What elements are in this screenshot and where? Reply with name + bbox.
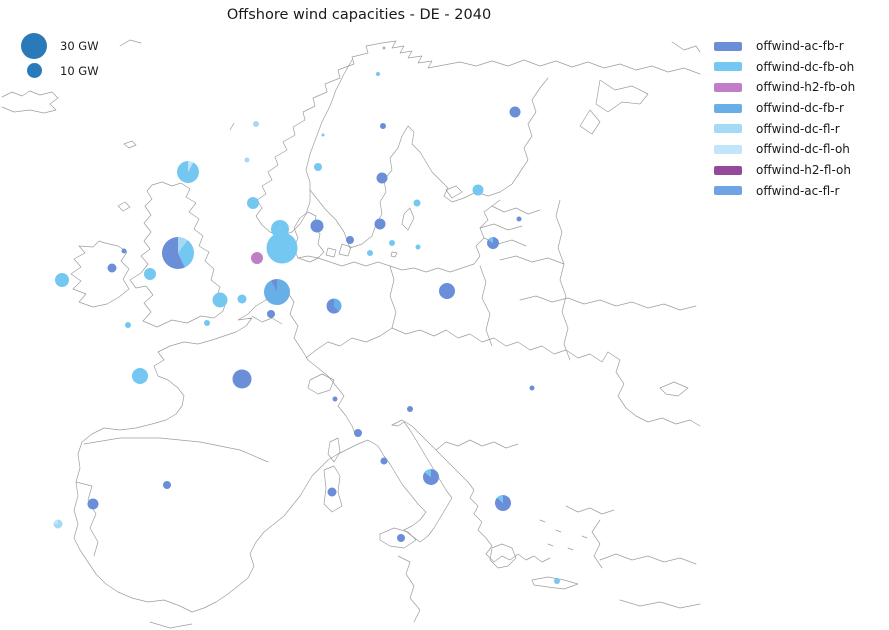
capacity-bubble (529, 385, 535, 391)
capacity-bubble (237, 294, 247, 304)
legend-label-offwind-dc-fl-oh: offwind-dc-fl-oh (756, 142, 850, 157)
capacity-bubble (264, 278, 291, 305)
legend-label-offwind-h2-fl-oh: offwind-h2-fl-oh (756, 163, 851, 178)
capacity-bubble (380, 123, 386, 129)
legend-swatch-offwind-ac-fl-r (714, 186, 742, 196)
size-legend-item-10gw: 10 GW (20, 63, 99, 78)
size-label-30gw: 30 GW (60, 39, 99, 53)
capacity-bubble (327, 487, 337, 497)
capacity-bubble (144, 268, 156, 280)
capacity-bubble (487, 237, 500, 249)
legend-label-offwind-dc-fl-r: offwind-dc-fl-r (756, 121, 840, 136)
capacity-bubble (516, 216, 522, 222)
legend-swatch-offwind-h2-fl-oh (714, 165, 742, 175)
capacity-bubble (267, 310, 275, 318)
capacity-bubble (374, 218, 386, 230)
capacity-bubble (326, 298, 342, 314)
capacity-bubble (494, 495, 511, 511)
capacity-bubble (321, 133, 325, 137)
size-label-10gw: 10 GW (60, 63, 99, 78)
legend-swatch-offwind-dc-fb-r (714, 103, 742, 113)
capacity-bubble (162, 237, 195, 269)
size-circle-10gw-wrap (20, 63, 48, 78)
legend-swatch-offwind-ac-fb-r (714, 41, 742, 51)
capacity-bubble (472, 184, 484, 196)
capacity-bubble (415, 244, 421, 250)
capacity-bubble (247, 197, 259, 209)
capacity-bubble (163, 481, 171, 489)
legend-swatch-offwind-dc-fl-oh (714, 144, 742, 154)
capacity-bubble (121, 248, 127, 254)
capacity-bubble (204, 320, 210, 326)
size-circle-30gw-wrap (20, 33, 48, 59)
legend-item-offwind-h2-fl-oh: offwind-h2-fl-oh (714, 163, 855, 178)
legend-item-offwind-dc-fl-r: offwind-dc-fl-r (714, 121, 855, 136)
legend-label-offwind-h2-fb-oh: offwind-h2-fb-oh (756, 80, 856, 95)
capacity-bubble (53, 519, 63, 529)
capacity-bubble (346, 236, 354, 244)
capacity-bubble (382, 46, 386, 50)
size-circle-10gw (26, 63, 42, 78)
capacity-bubble (310, 219, 324, 233)
size-legend-item-30gw: 30 GW (20, 33, 99, 59)
legend-item-offwind-dc-fb-r: offwind-dc-fb-r (714, 101, 855, 116)
legend-label-offwind-dc-fb-r: offwind-dc-fb-r (756, 101, 844, 116)
legend-item-offwind-ac-fl-r: offwind-ac-fl-r (714, 183, 855, 198)
legend-label-offwind-ac-fb-r: offwind-ac-fb-r (756, 39, 844, 53)
capacity-bubble (332, 396, 338, 402)
capacity-bubble (232, 369, 252, 389)
capacity-bubble (212, 292, 228, 308)
legend-swatch-offwind-dc-fl-r (714, 124, 742, 134)
capacity-bubble (439, 283, 455, 299)
capacity-bubble (367, 250, 373, 256)
capacity-bubble (251, 252, 263, 264)
capacity-bubble (423, 469, 439, 485)
capacity-bubble (55, 273, 69, 287)
capacity-bubble (376, 172, 388, 184)
capacity-bubble (132, 368, 148, 384)
legend-label-offwind-dc-fb-oh: offwind-dc-fb-oh (756, 59, 855, 74)
legend-swatch-offwind-h2-fb-oh (714, 82, 742, 92)
legend-item-offwind-ac-fb-r: offwind-ac-fb-r (714, 39, 855, 53)
country-borders (75, 199, 697, 557)
capacity-bubble (389, 240, 395, 246)
capacity-bubble (509, 106, 521, 118)
capacity-bubble (244, 157, 250, 163)
capacity-bubble (397, 534, 405, 542)
capacity-bubble (271, 220, 289, 238)
capacity-bubbles-layer (53, 46, 560, 584)
category-legend: offwind-ac-fb-r offwind-dc-fb-oh offwind… (714, 39, 856, 206)
capacity-bubble (87, 498, 99, 510)
chart-title: Offshore wind capacities - DE - 2040 (226, 7, 492, 23)
capacity-bubble (176, 161, 199, 183)
legend-label-offwind-ac-fl-r: offwind-ac-fl-r (756, 183, 840, 198)
size-circle-30gw (21, 33, 47, 59)
coastlines (1, 39, 701, 629)
capacity-bubble (380, 457, 388, 465)
capacity-bubble (253, 121, 259, 127)
legend-item-offwind-dc-fb-oh: offwind-dc-fb-oh (714, 59, 855, 74)
capacity-bubble (376, 72, 380, 76)
capacity-bubble (554, 578, 560, 584)
capacity-bubble (354, 429, 362, 437)
capacity-bubble (314, 163, 322, 171)
capacity-bubble (413, 199, 421, 207)
legend-item-offwind-h2-fb-oh: offwind-h2-fb-oh (714, 80, 856, 95)
size-legend: 30 GW 10 GW (20, 33, 99, 78)
legend-item-offwind-dc-fl-oh: offwind-dc-fl-oh (714, 142, 855, 157)
legend-swatch-offwind-dc-fb-oh (714, 62, 742, 72)
capacity-bubble (107, 263, 117, 273)
capacity-bubble (125, 322, 131, 328)
capacity-bubble (407, 406, 413, 412)
capacity-bubble (266, 232, 298, 264)
